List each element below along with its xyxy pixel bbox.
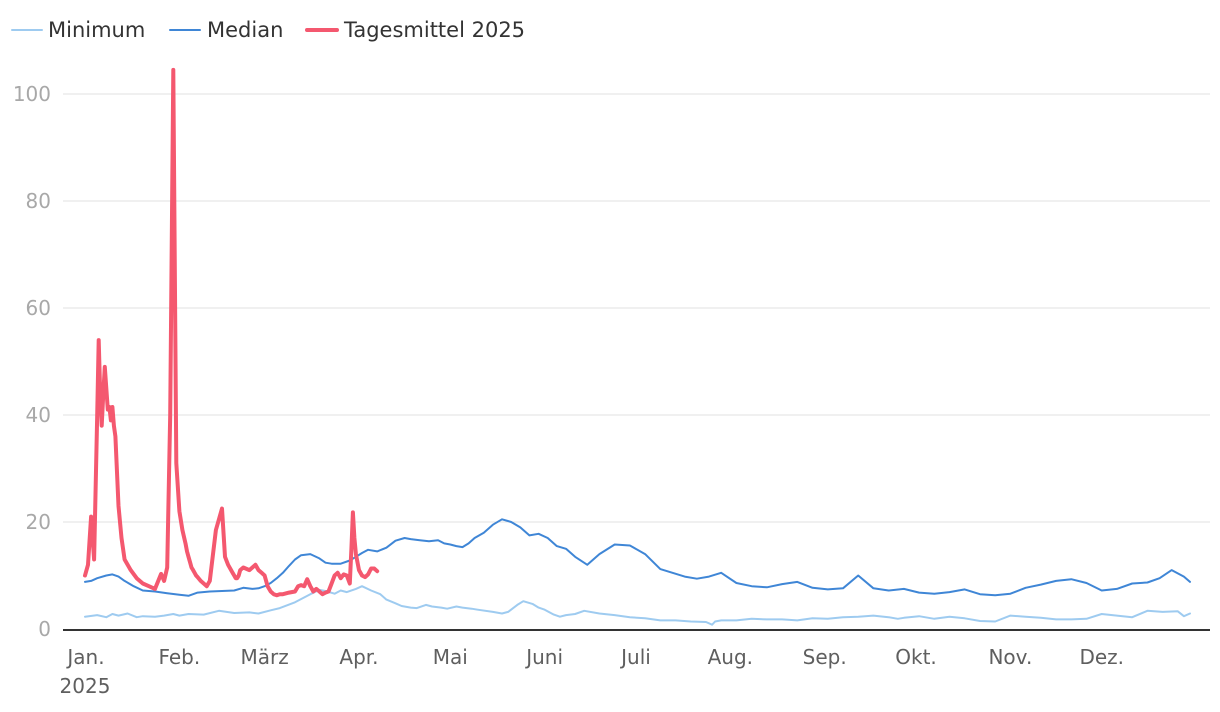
y-tick-label-0: 0 (38, 617, 51, 641)
x-tick-label-4: Mai (433, 645, 468, 669)
y-tick-label-100: 100 (13, 82, 51, 106)
legend-label-0: Minimum (48, 18, 145, 42)
x-tick-label-7: Aug. (708, 645, 753, 669)
y-tick-label-40: 40 (26, 403, 51, 427)
series-line-1 (84, 518, 1191, 597)
legend: Minimum Median Tagesmittel 2025 (11, 18, 525, 42)
legend-label-1: Median (207, 18, 283, 42)
x-tick-label-5: Juni (524, 645, 563, 669)
x-year-label: 2025 (60, 674, 111, 698)
y-tick-label-60: 60 (26, 296, 51, 320)
x-tick-label-2: März (240, 645, 288, 669)
y-tick-label-20: 20 (26, 510, 51, 534)
axis-layer: 0 20 40 60 80 100 Jan. Feb. März Apr. Mai Juni Juli A… (13, 82, 1210, 698)
series-line-0 (84, 585, 1191, 626)
x-tick-label-0: Jan. (65, 645, 104, 669)
y-tick-label-80: 80 (26, 189, 51, 213)
x-tick-label-9: Okt. (895, 645, 937, 669)
grid-layer (63, 93, 1210, 523)
legend-label-2: Tagesmittel 2025 (343, 18, 525, 42)
x-tick-label-3: Apr. (339, 645, 378, 669)
series-line-2 (83, 67, 380, 598)
series-layer (83, 67, 1191, 626)
x-tick-label-6: Juli (619, 645, 651, 669)
x-tick-label-8: Sep. (803, 645, 847, 669)
x-tick-label-11: Dez. (1079, 645, 1124, 669)
x-tick-label-1: Feb. (158, 645, 200, 669)
x-tick-label-10: Nov. (988, 645, 1032, 669)
